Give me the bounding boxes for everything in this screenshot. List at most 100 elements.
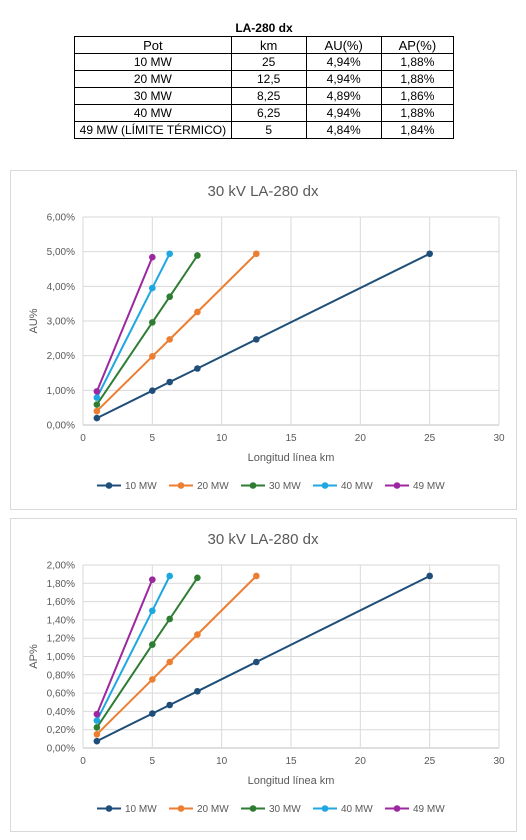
chart-title: 30 kV LA-280 dx xyxy=(208,531,319,548)
y-tick-label: 1,40% xyxy=(47,615,75,626)
legend-marker xyxy=(177,805,185,812)
data-point xyxy=(426,572,433,580)
legend-label: 49 MW xyxy=(413,481,445,492)
y-axis-label: AP% xyxy=(28,644,40,669)
data-point xyxy=(253,658,260,666)
x-tick-label: 10 xyxy=(216,433,228,444)
cell-au: 4,94% xyxy=(305,53,382,71)
table-row: 10 MW 25 4,94% 1,88% xyxy=(74,53,455,71)
legend-label: 49 MW xyxy=(413,804,445,815)
legend-label: 20 MW xyxy=(197,804,229,815)
y-axis-label: AU% xyxy=(28,308,40,333)
x-tick-label: 10 xyxy=(216,756,228,767)
legend-label: 10 MW xyxy=(125,804,157,815)
x-tick-label: 15 xyxy=(285,433,297,444)
data-point xyxy=(166,615,173,623)
legend-label: 40 MW xyxy=(341,481,373,492)
table-row: 40 MW 6,25 4,94% 1,88% xyxy=(74,104,455,122)
cell-km: 8,25 xyxy=(230,87,307,105)
data-point xyxy=(426,250,433,258)
y-tick-label: 0,40% xyxy=(47,707,75,718)
data-point xyxy=(194,631,201,638)
data-point xyxy=(166,378,173,386)
data-point xyxy=(149,576,156,583)
x-tick-label: 30 xyxy=(493,433,505,444)
cell-ap: 1,84% xyxy=(380,121,455,139)
data-point xyxy=(166,572,173,580)
legend-marker xyxy=(249,482,257,489)
cell-au: 4,89% xyxy=(305,87,382,105)
legend-marker xyxy=(321,805,329,812)
data-point xyxy=(149,387,156,394)
data-point xyxy=(93,407,101,415)
y-tick-label: 3,00% xyxy=(47,317,75,328)
legend-label: 30 MW xyxy=(269,804,301,815)
data-point xyxy=(166,701,173,709)
x-tick-label: 25 xyxy=(424,433,436,444)
x-tick-label: 0 xyxy=(80,433,86,444)
legend-marker xyxy=(249,805,257,812)
header-pot: Pot xyxy=(74,36,232,54)
cell-ap: 1,88% xyxy=(380,104,455,122)
legend-label: 40 MW xyxy=(341,804,373,815)
cell-ap: 1,88% xyxy=(380,70,455,88)
x-tick-label: 5 xyxy=(150,433,156,444)
table-row: 49 MW (LÍMITE TÉRMICO) 5 4,84% 1,84% xyxy=(74,121,455,139)
series-line xyxy=(95,256,154,392)
y-tick-label: 2,00% xyxy=(47,351,75,362)
data-table: Pot km AU(%) AP(%) 10 MW 25 4,94% 1,88% … xyxy=(74,36,455,139)
x-tick-label: 30 xyxy=(493,756,505,767)
header-ap: AP(%) xyxy=(380,36,455,54)
y-tick-label: 0,80% xyxy=(47,670,75,681)
legend-marker xyxy=(105,482,113,489)
data-point xyxy=(149,641,156,648)
table-row: 20 MW 12,5 4,94% 1,88% xyxy=(74,70,455,88)
data-point xyxy=(194,252,201,259)
data-point xyxy=(149,676,156,683)
data-point xyxy=(149,607,156,615)
data-point xyxy=(93,710,101,718)
y-tick-label: 0,60% xyxy=(47,689,75,700)
series-line xyxy=(96,575,431,742)
legend-marker xyxy=(393,482,401,489)
data-point xyxy=(93,724,101,731)
data-point xyxy=(149,253,156,261)
legend-marker xyxy=(177,482,185,489)
y-tick-label: 4,00% xyxy=(47,282,75,293)
y-tick-label: 1,00% xyxy=(47,386,75,397)
series-line xyxy=(96,254,199,406)
cell-au: 4,94% xyxy=(305,104,382,122)
series-line xyxy=(95,579,154,715)
data-point xyxy=(149,710,156,717)
y-tick-label: 0,00% xyxy=(47,744,75,755)
cell-km: 25 xyxy=(230,53,307,71)
data-table-section: LA-280 dx Pot km AU(%) AP(%) 10 MW 25 4,… xyxy=(74,20,455,139)
table-row: 30 MW 8,25 4,89% 1,86% xyxy=(74,87,455,105)
y-tick-label: 6,00% xyxy=(47,213,75,224)
y-tick-label: 5,00% xyxy=(47,247,75,258)
table-header-row: Pot km AU(%) AP(%) xyxy=(74,36,455,54)
y-tick-label: 1,00% xyxy=(47,652,75,663)
y-tick-label: 1,20% xyxy=(47,634,75,645)
y-tick-label: 1,80% xyxy=(47,579,75,590)
y-tick-label: 1,60% xyxy=(47,597,75,608)
cell-km: 5 xyxy=(230,121,307,139)
cell-ap: 1,86% xyxy=(380,87,455,105)
data-point xyxy=(194,687,201,695)
data-point xyxy=(253,250,260,258)
legend-marker xyxy=(393,805,401,812)
data-point xyxy=(93,730,101,738)
data-point xyxy=(93,717,101,724)
data-point xyxy=(93,414,101,422)
chart-ap: 30 kV LA-280 dx 0,00% 0,20% 0,40% 0,60% 0,80%… xyxy=(10,518,517,832)
x-axis-label: Longitud línea km xyxy=(248,452,335,464)
x-axis-label: Longitud línea km xyxy=(248,775,335,787)
cell-pot: 20 MW xyxy=(74,70,232,88)
header-au: AU(%) xyxy=(305,36,382,54)
chart-au: 30 kV LA-280 dx 0,00% 1,00% 2,00% 3,00% 4,00%… xyxy=(10,170,517,510)
cell-km: 12,5 xyxy=(230,70,307,88)
y-tick-label: 0,00% xyxy=(47,421,75,432)
header-km: km xyxy=(230,36,307,54)
data-point xyxy=(93,401,101,408)
x-tick-label: 15 xyxy=(285,756,297,767)
